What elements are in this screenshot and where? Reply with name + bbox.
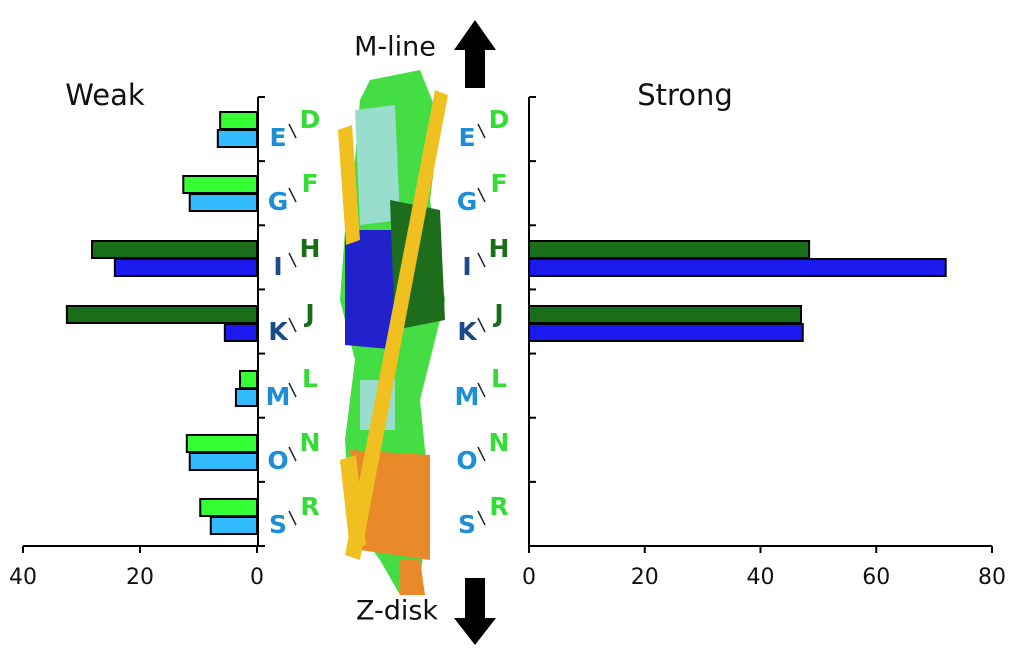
bar [185, 434, 258, 453]
chart-title: Weak [65, 78, 145, 112]
bar [188, 452, 259, 471]
x-tick-label: 40 [9, 565, 37, 590]
label-separator [477, 317, 486, 333]
category-label: G [457, 187, 478, 216]
category-upper-label: H [489, 234, 510, 263]
category-upper-label: L [302, 364, 318, 393]
label-separator [288, 317, 297, 333]
category-upper-label: R [489, 492, 508, 521]
label-separator [477, 187, 486, 203]
category-label: I [273, 252, 282, 281]
category-upper-label: L [491, 364, 507, 393]
chart-title: Strong [637, 78, 733, 112]
bar [216, 129, 258, 148]
category-label: E [269, 123, 286, 152]
category-label: K [457, 317, 478, 346]
category-label: O [456, 446, 477, 475]
category-upper-label: N [489, 428, 510, 457]
filament-structure [338, 70, 448, 595]
category-upper-label: F [490, 169, 507, 198]
category-upper-label: D [300, 105, 321, 134]
category-label: O [267, 446, 288, 475]
category-label: M [455, 382, 480, 411]
label-separator [477, 382, 486, 398]
bar [188, 193, 259, 212]
category-upper-label: J [303, 299, 314, 328]
bar [199, 498, 259, 517]
x-tick-label: 80 [978, 565, 1006, 590]
bar [91, 240, 258, 259]
x-tick-label: 20 [126, 565, 154, 590]
x-tick-label: 40 [747, 565, 775, 590]
label-separator [288, 382, 297, 398]
bar [219, 111, 259, 130]
bar [239, 370, 259, 389]
bar [113, 258, 258, 277]
bar [528, 258, 947, 277]
bar [65, 305, 258, 324]
x-tick-label: 0 [522, 565, 536, 590]
label-separator [288, 187, 297, 203]
category-label: M [266, 382, 291, 411]
bar [182, 175, 258, 194]
bar [223, 323, 258, 342]
category-label: I [462, 252, 471, 281]
category-label: S [458, 510, 476, 539]
bar [528, 240, 811, 259]
label-separator [477, 510, 486, 526]
category-upper-label: F [301, 169, 318, 198]
label-separator [477, 446, 486, 462]
m-line-label: M-line [354, 32, 436, 63]
bar [528, 305, 803, 324]
category-label: S [269, 510, 287, 539]
category-upper-label: J [492, 299, 503, 328]
category-upper-label: R [300, 492, 319, 521]
z-disk-label: Z-disk [356, 596, 438, 627]
category-upper-label: H [300, 234, 321, 263]
x-tick-label: 20 [631, 565, 659, 590]
x-tick-label: 0 [250, 565, 264, 590]
category-label: E [458, 123, 475, 152]
arrow-up [454, 20, 496, 88]
bar [234, 388, 259, 407]
label-separator [288, 510, 297, 526]
category-label: G [268, 187, 289, 216]
label-separator [477, 252, 486, 268]
arrow-down [454, 578, 496, 645]
x-tick-label: 60 [862, 565, 890, 590]
bar [209, 516, 259, 535]
category-label: K [268, 317, 289, 346]
label-separator [477, 123, 486, 139]
category-upper-label: D [489, 105, 510, 134]
label-separator [288, 446, 297, 462]
bar [528, 323, 804, 342]
category-upper-label: N [300, 428, 321, 457]
label-separator [288, 123, 297, 139]
label-separator [288, 252, 297, 268]
